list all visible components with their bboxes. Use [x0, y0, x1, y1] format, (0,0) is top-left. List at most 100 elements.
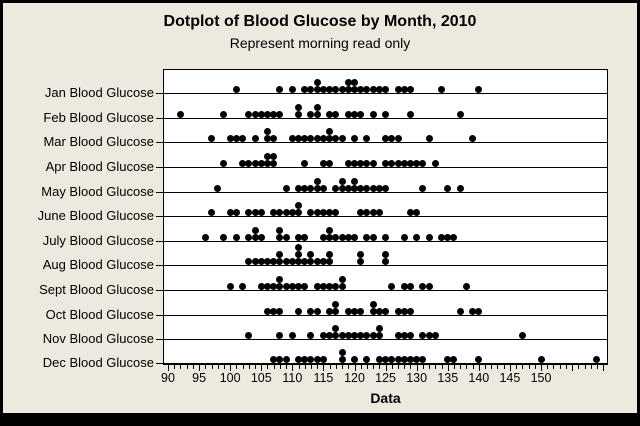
- x-axis-minor-tick: [329, 365, 331, 369]
- x-axis-minor-tick: [516, 365, 518, 369]
- x-axis-minor-tick: [559, 365, 561, 369]
- data-dot: [313, 103, 321, 111]
- x-axis-minor-tick: [205, 365, 207, 369]
- x-axis-major-tick: [478, 365, 480, 371]
- x-axis-major-tick: [168, 365, 169, 371]
- x-axis-major-tick: [230, 365, 232, 371]
- x-axis-minor-tick: [596, 365, 598, 369]
- x-axis-tick-label: 115: [313, 371, 334, 385]
- data-dot: [400, 233, 408, 241]
- data-dot: [344, 110, 352, 118]
- data-dot: [382, 135, 390, 143]
- category-label: Feb Blood Glucose: [43, 109, 154, 125]
- data-dot: [375, 356, 383, 363]
- data-dot: [270, 356, 278, 363]
- data-dot: [351, 86, 358, 93]
- data-dot: [406, 209, 414, 217]
- data-dot: [326, 251, 334, 259]
- x-axis-minor-tick: [398, 365, 400, 369]
- x-axis-minor-tick: [298, 365, 300, 369]
- data-dot: [444, 233, 452, 241]
- data-dot: [344, 159, 352, 167]
- data-dot: [357, 209, 365, 217]
- data-dot: [276, 226, 284, 234]
- data-dot: [375, 325, 383, 333]
- x-axis-major-tick: [509, 365, 511, 371]
- data-dot: [344, 86, 352, 93]
- data-dot: [214, 184, 222, 192]
- data-dot: [319, 159, 327, 167]
- data-dot: [313, 356, 321, 363]
- x-axis-minor-tick: [584, 365, 586, 369]
- x-axis-minor-tick: [360, 365, 362, 369]
- data-dot: [276, 332, 284, 340]
- data-dot: [288, 332, 296, 340]
- data-dot: [276, 283, 284, 291]
- data-dot: [295, 184, 303, 192]
- x-axis-tick-label: 150: [530, 371, 552, 385]
- data-dot: [263, 152, 271, 160]
- data-dot: [263, 283, 271, 291]
- data-dot: [263, 307, 271, 315]
- data-dot: [307, 209, 315, 217]
- x-axis-minor-tick: [373, 365, 375, 369]
- data-dot: [382, 184, 390, 192]
- data-dot: [469, 135, 477, 143]
- data-dot: [413, 356, 421, 363]
- x-axis-minor-tick: [410, 365, 412, 369]
- data-dot: [251, 209, 259, 217]
- data-dot: [307, 332, 315, 340]
- data-dot: [288, 86, 296, 93]
- data-dot: [394, 356, 402, 363]
- y-axis-tick: [156, 240, 163, 242]
- data-dot: [438, 86, 446, 93]
- data-dot: [263, 110, 271, 118]
- x-axis-minor-tick: [310, 365, 312, 369]
- data-dot: [438, 233, 446, 241]
- data-dot: [295, 110, 303, 118]
- data-dot: [456, 184, 464, 192]
- data-dot: [270, 307, 278, 315]
- data-dot: [257, 258, 265, 266]
- x-axis-minor-tick: [366, 365, 368, 369]
- data-dot: [394, 332, 402, 340]
- data-dot: [319, 332, 327, 340]
- data-dot: [326, 135, 334, 143]
- data-dot: [270, 283, 278, 291]
- data-dot: [394, 159, 402, 167]
- data-dot: [351, 110, 358, 118]
- data-dot: [239, 135, 247, 143]
- data-dot: [245, 258, 253, 266]
- chart-title: Dotplot of Blood Glucose by Month, 2010: [163, 13, 477, 30]
- data-dot: [301, 159, 309, 167]
- data-dot: [375, 209, 383, 217]
- data-dot: [307, 307, 315, 315]
- data-dot: [394, 86, 402, 93]
- x-axis-tick-label: 95: [192, 371, 207, 385]
- data-dot: [369, 86, 377, 93]
- x-axis-title: Data: [370, 390, 401, 406]
- category-line: [164, 265, 607, 267]
- x-axis-tick-label: 125: [375, 371, 396, 385]
- data-dot: [338, 135, 346, 143]
- x-axis-minor-tick: [304, 365, 306, 369]
- data-dot: [319, 86, 327, 93]
- data-dot: [295, 244, 303, 252]
- data-dot: [382, 251, 390, 259]
- x-axis-major-tick: [572, 365, 574, 371]
- data-dot: [295, 283, 303, 291]
- data-dot: [363, 86, 371, 93]
- x-axis-minor-tick: [317, 365, 319, 369]
- data-dot: [425, 135, 433, 143]
- data-dot: [357, 159, 365, 167]
- data-dot: [369, 300, 377, 308]
- data-dot: [313, 135, 321, 143]
- data-dot: [232, 135, 240, 143]
- data-dot: [319, 135, 327, 143]
- data-dot: [419, 332, 427, 340]
- x-axis-minor-tick: [391, 365, 393, 369]
- data-dot: [295, 103, 303, 111]
- data-dot: [295, 356, 303, 363]
- x-axis-tick-label: 130: [406, 371, 428, 385]
- data-dot: [239, 283, 247, 291]
